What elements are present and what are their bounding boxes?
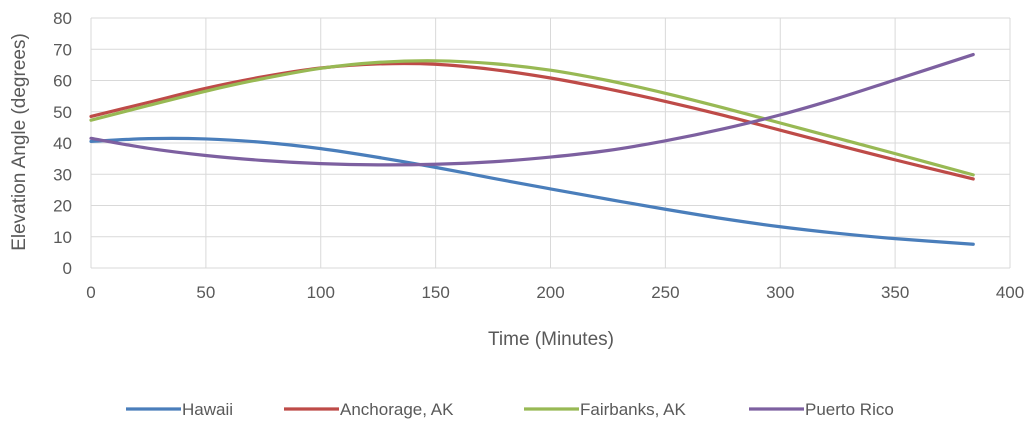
y-tick-label: 70 xyxy=(53,40,72,59)
series-line-hawaii xyxy=(89,136,975,246)
y-tick-label: 60 xyxy=(53,72,72,91)
legend-item-anchorage-ak: Anchorage, AK xyxy=(284,400,454,419)
series-line-puerto-rico xyxy=(89,52,975,167)
x-tick-label: 150 xyxy=(421,283,449,302)
x-tick-label: 250 xyxy=(651,283,679,302)
y-tick-label: 40 xyxy=(53,134,72,153)
series-line-anchorage-ak xyxy=(89,61,975,181)
x-axis-tick-labels: 0 50 100 150 200 250 300 350 400 xyxy=(86,283,1024,302)
series-line-fairbanks-ak xyxy=(89,59,975,177)
legend-item-fairbanks-ak: Fairbanks, AK xyxy=(524,400,686,419)
x-tick-label: 100 xyxy=(307,283,335,302)
y-axis-label: Elevation Angle (degrees) xyxy=(9,33,30,251)
legend-label: Anchorage, AK xyxy=(340,400,454,419)
x-axis-label: Time (Minutes) xyxy=(488,329,614,350)
legend-label: Hawaii xyxy=(182,400,233,419)
x-tick-label: 300 xyxy=(766,283,794,302)
y-tick-label: 80 xyxy=(53,9,72,28)
legend-label: Puerto Rico xyxy=(805,400,894,419)
x-tick-label: 350 xyxy=(881,283,909,302)
chart-legend: Hawaii Anchorage, AK Fairbanks, AK Puerto R… xyxy=(126,400,894,419)
x-tick-label: 50 xyxy=(196,283,215,302)
legend-item-hawaii: Hawaii xyxy=(126,400,233,419)
x-tick-label: 400 xyxy=(996,283,1024,302)
x-tick-label: 200 xyxy=(536,283,564,302)
y-tick-label: 30 xyxy=(53,165,72,184)
y-axis-tick-labels: 0 10 20 30 40 50 60 70 80 xyxy=(53,9,72,278)
legend-label: Fairbanks, AK xyxy=(580,400,686,419)
chart-gridlines xyxy=(90,17,1011,269)
y-tick-label: 20 xyxy=(53,197,72,216)
y-tick-label: 50 xyxy=(53,103,72,122)
chart-series-layer xyxy=(89,52,975,246)
y-tick-label: 10 xyxy=(53,228,72,247)
x-tick-label: 0 xyxy=(86,283,95,302)
y-tick-label: 0 xyxy=(63,259,72,278)
legend-item-puerto-rico: Puerto Rico xyxy=(749,400,894,419)
